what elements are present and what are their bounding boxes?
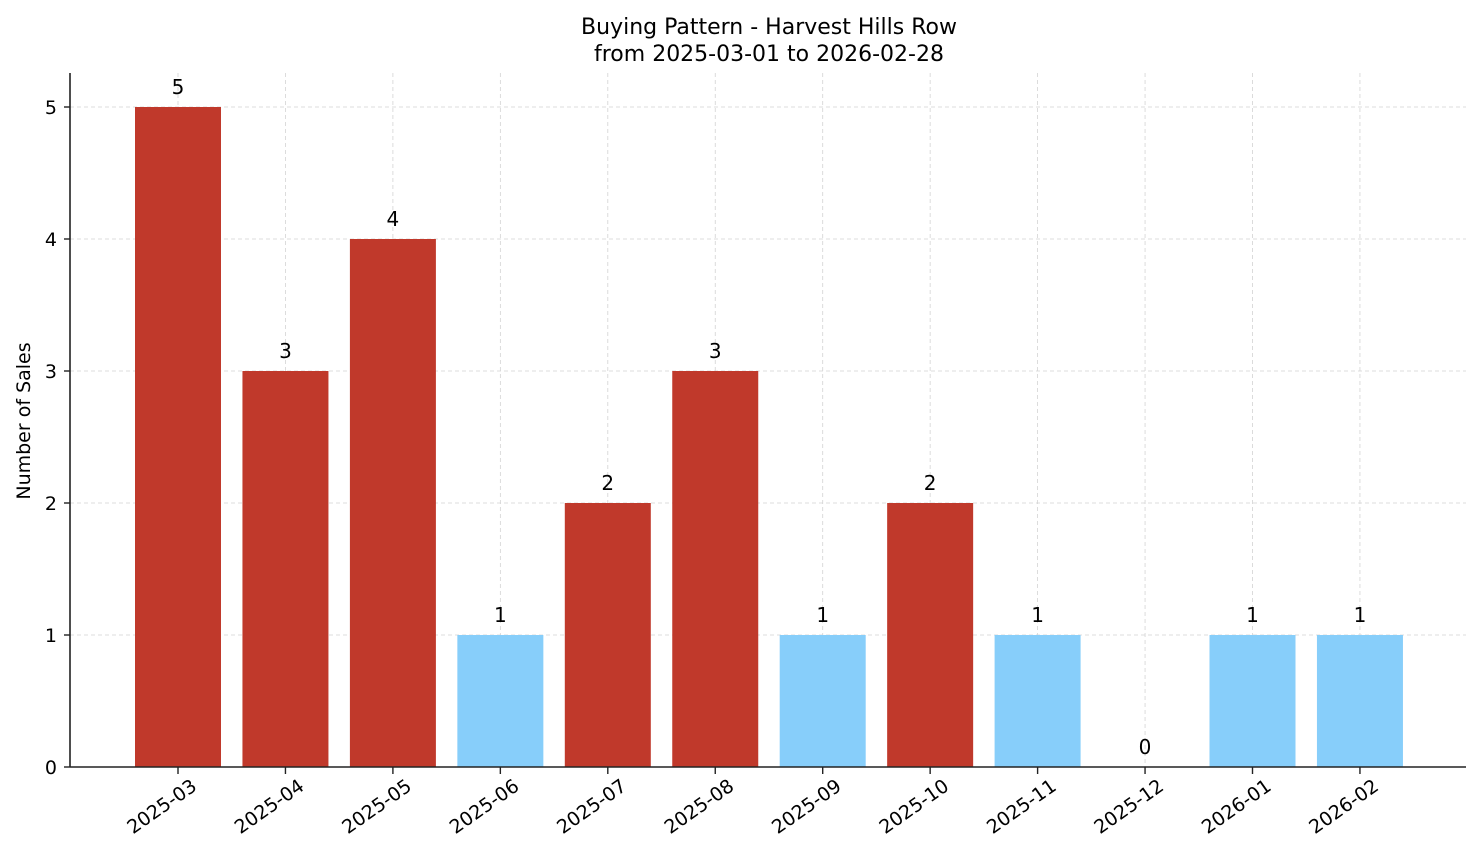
x-tick-label: 2025-03: [123, 775, 201, 839]
data-label: 3: [279, 339, 292, 363]
x-tick-label: 2025-07: [553, 775, 631, 839]
data-label: 3: [709, 339, 722, 363]
data-labels: 5 3 4 1 2 3 1 2 1 0 1 1: [172, 75, 1367, 759]
bar-2025-11: [994, 635, 1081, 767]
bar-2025-09: [779, 635, 866, 767]
y-tick-label: 2: [45, 493, 57, 515]
x-axis-ticks: 2025-03 2025-04 2025-05 2025-06 2025-07 2025-…: [123, 767, 1383, 839]
y-tick-label: 4: [45, 229, 57, 251]
y-tick-label: 0: [45, 757, 57, 779]
x-tick-label: 2025-04: [231, 775, 309, 839]
chart-subtitle: from 2025-03-01 to 2026-02-28: [594, 42, 944, 67]
data-label: 2: [601, 471, 614, 495]
bar-2025-06: [457, 635, 544, 767]
data-label: 5: [172, 75, 185, 99]
data-label: 1: [816, 603, 829, 627]
data-label: 4: [387, 207, 400, 231]
bar-2025-04: [242, 371, 329, 767]
bar-2025-05: [349, 239, 436, 767]
x-tick-label: 2026-01: [1198, 775, 1276, 839]
y-tick-label: 5: [45, 97, 57, 119]
x-tick-label: 2025-06: [446, 775, 524, 839]
bars: [135, 107, 1403, 767]
bar-2025-03: [135, 107, 221, 767]
x-tick-label: 2025-10: [875, 775, 953, 839]
bar-2025-07: [564, 503, 651, 767]
data-label: 1: [494, 603, 507, 627]
axes: [69, 73, 1466, 768]
y-axis-label: Number of Sales: [13, 342, 35, 499]
x-tick-label: 2025-05: [338, 775, 416, 839]
x-tick-label: 2025-11: [983, 775, 1061, 839]
data-label: 1: [1031, 603, 1044, 627]
data-label: 1: [1354, 603, 1367, 627]
x-tick-label: 2025-12: [1090, 775, 1168, 839]
chart-title: Buying Pattern - Harvest Hills Row: [581, 15, 957, 40]
x-tick-label: 2025-09: [768, 775, 846, 839]
bar-2025-08: [672, 371, 759, 767]
bar-2026-02: [1316, 635, 1403, 767]
data-label: 1: [1246, 603, 1259, 627]
y-tick-label: 1: [45, 625, 57, 647]
bar-2026-01: [1209, 635, 1296, 767]
y-axis-ticks: 0 1 2 3 4 5: [45, 97, 70, 779]
x-tick-label: 2025-08: [660, 775, 738, 839]
data-label: 0: [1139, 735, 1152, 759]
x-tick-label: 2026-02: [1305, 775, 1383, 839]
data-label: 2: [924, 471, 937, 495]
bar-2025-10: [887, 503, 974, 767]
y-tick-label: 3: [45, 361, 57, 383]
